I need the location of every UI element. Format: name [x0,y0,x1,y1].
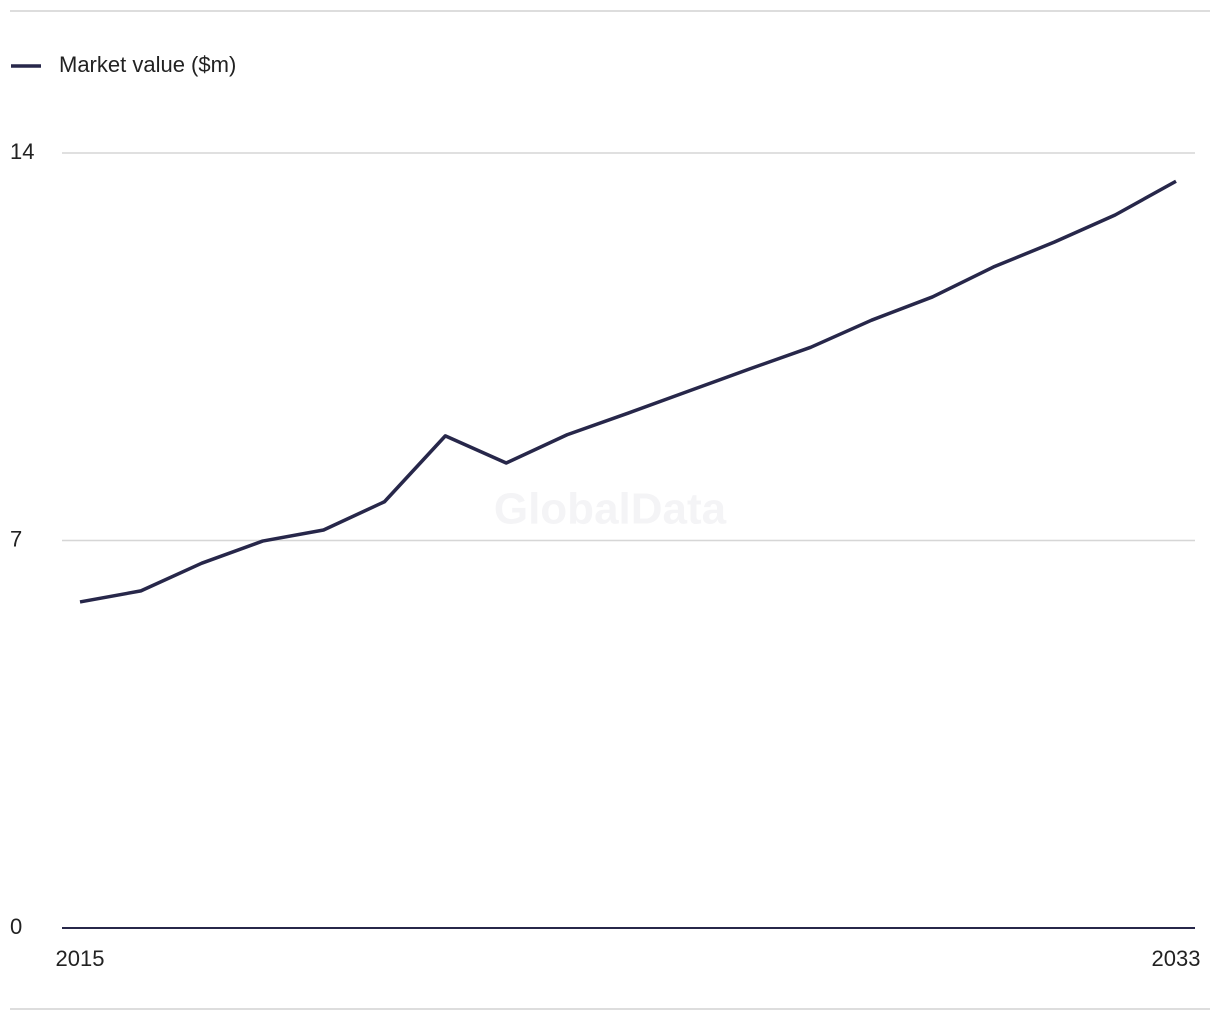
watermark: GlobalData [494,485,727,534]
x-tick-label: 2015 [56,946,105,971]
x-tick-label: 2033 [1152,946,1201,971]
y-tick-label: 14 [10,139,34,164]
y-tick-label: 7 [10,526,22,551]
line [79,179,1177,604]
legend-label: Market value ($m) [59,52,236,77]
y-tick-label: 0 [10,914,22,939]
